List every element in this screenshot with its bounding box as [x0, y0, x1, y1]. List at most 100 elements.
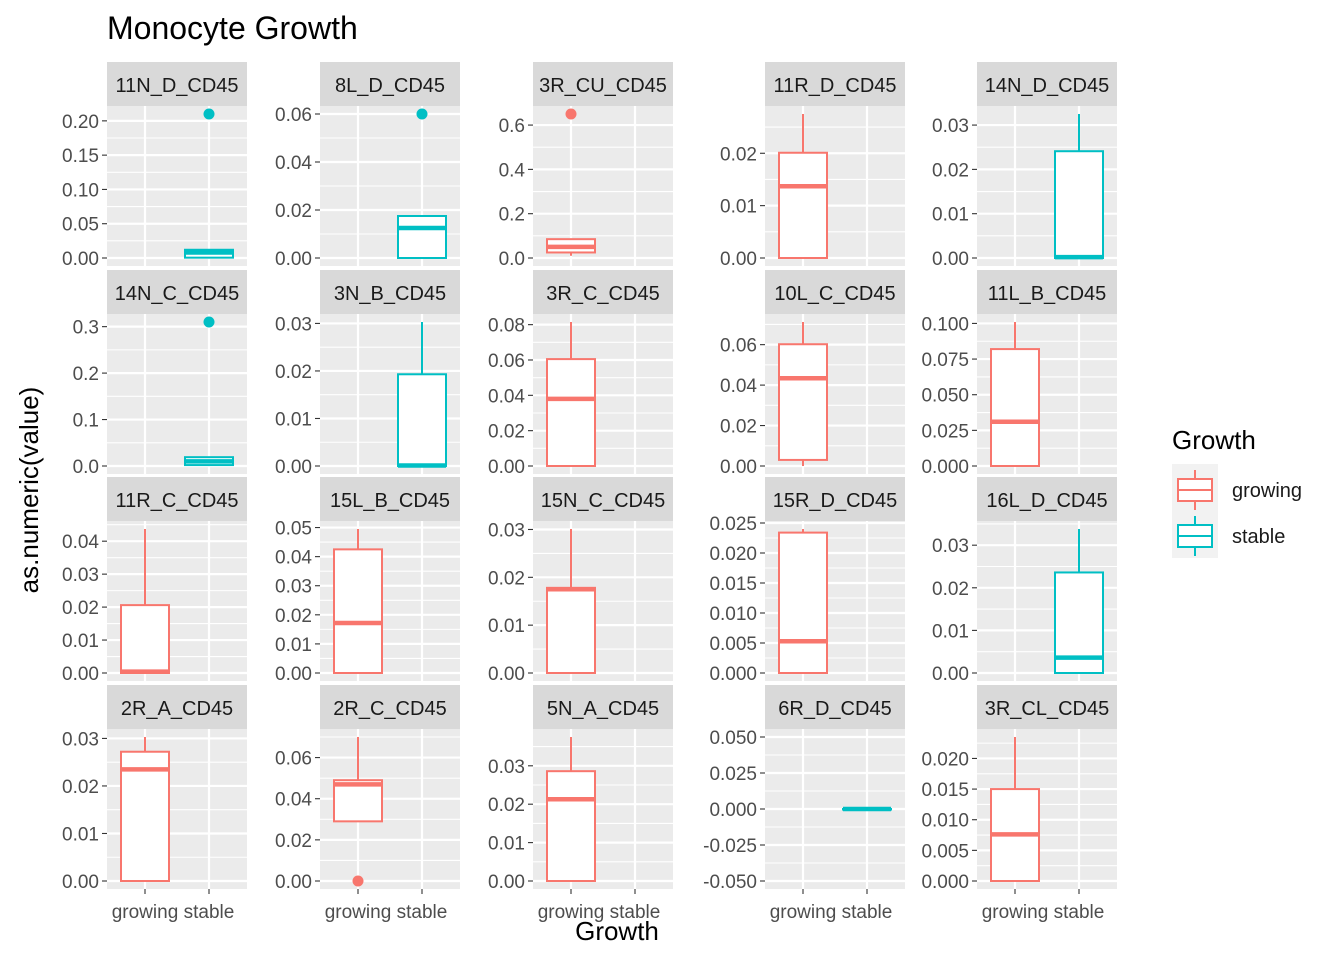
legend-label: stable [1232, 526, 1285, 548]
y-tick-label: 0.1 [73, 411, 99, 432]
y-tick-label: 0.00 [932, 664, 969, 685]
facet-panel: 11R_C_CD45 0.00 0.01 0.02 0.03 0.04 [62, 477, 247, 685]
x-tick-label: stable [1054, 902, 1105, 923]
box [778, 343, 828, 461]
y-tick-label: 0.03 [62, 565, 99, 586]
facet-strip [765, 62, 905, 106]
facet-panel: 16L_D_CD45 0.00 0.01 0.02 0.03 [932, 477, 1117, 685]
boxplot-stable [184, 316, 234, 467]
facet-strip [533, 62, 673, 106]
y-tick-label: 0.04 [488, 386, 525, 407]
y-tick-label: 0.025 [921, 421, 969, 442]
facet-strip-label: 11R_D_CD45 [773, 75, 896, 97]
y-tick-label: 0.015 [709, 574, 757, 595]
x-tick-label: growing [325, 902, 392, 923]
facet-panel: 15N_C_CD45 0.00 0.01 0.02 0.03 [488, 477, 673, 685]
facet-panel: 6R_D_CD45 -0.050 -0.025 0.000 0.025 0.050 grow… [703, 685, 905, 923]
facet-strip [107, 62, 247, 106]
y-tick-label: 0.01 [932, 621, 969, 642]
y-tick-label: 0.3 [73, 318, 99, 339]
facet-panels: 11N_D_CD45 0.00 0.05 0.10 0.15 0.20 8L_D_CD45 0… [62, 62, 1117, 923]
facet-strip [977, 270, 1117, 314]
box [778, 151, 828, 259]
y-tick-label: 0.02 [275, 831, 312, 852]
boxplot-growing [333, 529, 383, 675]
facet-strip-label: 8L_D_CD45 [335, 75, 445, 97]
facet-panel: 11N_D_CD45 0.00 0.05 0.10 0.15 0.20 [62, 62, 247, 270]
outlier-point [203, 108, 215, 120]
x-tick-label: growing [770, 902, 837, 923]
facet-strip [107, 685, 247, 729]
boxplot-growing [546, 529, 596, 675]
y-tick-label: 0.015 [921, 780, 969, 801]
boxplot-growing [778, 529, 828, 674]
facet-panel: 3R_CU_CD45 0.0 0.2 0.4 0.6 [499, 62, 673, 270]
facet-strip-label: 3N_B_CD45 [334, 283, 446, 305]
y-tick-label: 0.010 [709, 604, 757, 625]
legend-label: growing [1232, 480, 1302, 502]
y-tick-label: 0.4 [499, 160, 526, 181]
facet-strip [320, 62, 460, 106]
y-tick-label: 0.00 [62, 872, 99, 893]
y-tick-label: 0.01 [62, 631, 99, 652]
y-tick-label: 0.00 [275, 872, 312, 893]
y-tick-label: 0.20 [62, 112, 99, 133]
y-tick-label: 0.02 [275, 362, 312, 383]
y-tick-label: 0.01 [488, 834, 525, 855]
y-tick-label: -0.050 [703, 872, 757, 893]
facet-strip-label: 3R_C_CD45 [546, 283, 659, 305]
y-tick-label: 0.02 [488, 568, 525, 589]
facet-strip-label: 15L_B_CD45 [330, 490, 450, 512]
y-tick-label: 0.02 [932, 579, 969, 600]
facet-panel: 15R_D_CD45 0.000 0.005 0.010 0.015 0.020 0.025 [709, 477, 905, 685]
legend-key-stable: stable [1177, 516, 1285, 556]
boxplot-stable [184, 108, 234, 259]
y-tick-label: 0.000 [921, 872, 969, 893]
facet-panel: 3R_CL_CD45 0.000 0.005 0.010 0.015 0.020 growi… [921, 685, 1117, 923]
y-tick-label: 0.02 [488, 795, 525, 816]
legend-key-growing: growing [1177, 470, 1302, 510]
facet-strip-label: 2R_C_CD45 [333, 698, 446, 720]
facet-strip-label: 16L_D_CD45 [986, 490, 1107, 512]
y-tick-label: 0.01 [62, 824, 99, 845]
y-tick-label: 0.01 [932, 205, 969, 226]
y-tick-label: 0.03 [275, 314, 312, 335]
facet-panel: 2R_C_CD45 0.00 0.02 0.04 0.06 growing stable [275, 685, 460, 923]
x-tick-label: stable [184, 902, 235, 923]
y-tick-label: 0.06 [720, 336, 757, 357]
boxplot-stable [1054, 114, 1104, 260]
y-tick-label: 0.050 [921, 386, 969, 407]
y-tick-label: 0.03 [488, 520, 525, 541]
boxplot-growing [120, 737, 170, 882]
y-tick-label: 0.02 [62, 777, 99, 798]
y-tick-label: 0.02 [932, 160, 969, 181]
y-tick-label: 0.00 [62, 664, 99, 685]
y-tick-label: 0.00 [720, 457, 757, 478]
x-tick-label: growing [982, 902, 1049, 923]
facet-strip-label: 2R_A_CD45 [121, 698, 233, 720]
y-tick-label: 0.01 [275, 409, 312, 430]
legend-title: Growth [1172, 425, 1256, 455]
y-tick-label: 0.00 [932, 249, 969, 270]
facet-strip-label: 11L_B_CD45 [988, 283, 1107, 305]
facet-strip [765, 685, 905, 729]
y-tick-label: 0.005 [921, 841, 969, 862]
facet-strip-label: 10L_C_CD45 [774, 283, 895, 305]
y-tick-label: 0.00 [488, 872, 525, 893]
y-tick-label: 0.025 [709, 764, 757, 785]
facet-panel: 11L_B_CD45 0.000 0.025 0.050 0.075 0.100 [921, 270, 1117, 478]
y-tick-label: 0.03 [62, 729, 99, 750]
outlier-point [416, 108, 428, 120]
boxplot-stable [842, 806, 892, 812]
y-tick-label: 0.06 [275, 105, 312, 126]
legend: Growth growing stable [1172, 425, 1302, 558]
y-tick-label: 0.03 [275, 577, 312, 598]
y-tick-label: 0.04 [720, 376, 757, 397]
y-tick-label: 0.0 [499, 249, 525, 270]
y-tick-label: 0.02 [488, 422, 525, 443]
box [1054, 150, 1104, 259]
facet-panel: 3N_B_CD45 0.00 0.01 0.02 0.03 [275, 270, 460, 478]
facet-strip-label: 3R_CL_CD45 [985, 698, 1110, 720]
y-tick-label: 0.6 [499, 116, 525, 137]
y-tick-label: 0.10 [62, 180, 99, 201]
